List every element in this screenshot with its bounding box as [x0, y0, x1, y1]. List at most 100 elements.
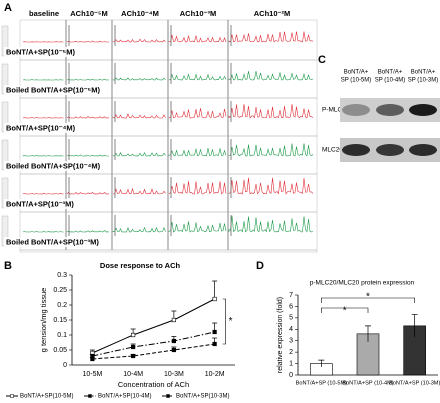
- trace: [22, 155, 64, 157]
- trace: [168, 108, 227, 119]
- column-header: ACh10⁻⁴M: [121, 9, 159, 18]
- panel-letter: C: [318, 54, 326, 66]
- trace: [22, 231, 64, 233]
- trace: [228, 215, 314, 233]
- row-label: BoNT/A+SP(10⁻⁴M): [6, 123, 76, 132]
- column-header: ACh10⁻⁵M: [70, 9, 108, 18]
- y-axis-label: g tension/mg tissue: [39, 288, 48, 353]
- row-label-bg: [4, 85, 100, 95]
- marker: [90, 356, 95, 362]
- y-tick-label: 0.3: [57, 272, 67, 279]
- error-bar: [365, 325, 371, 342]
- significance-bracket: [321, 307, 369, 313]
- band: [409, 144, 437, 156]
- y-tick-label: 0.05: [53, 347, 67, 354]
- x-tick-label: BoNT/A+SP (10-5M): [296, 380, 347, 386]
- y-tick-label: 6: [289, 303, 293, 310]
- row-label-bg: [4, 199, 100, 209]
- trace: [168, 181, 227, 195]
- blot-column-header: BoNT/A+: [411, 70, 436, 76]
- blot-column-header: BoNT/A+: [344, 70, 369, 76]
- legend-label: BoNT/A+SP(10-5M): [20, 394, 74, 400]
- chart-title: Dose response to ACh: [100, 261, 181, 270]
- legend-marker: [88, 394, 92, 398]
- y-tick-label: 3: [289, 338, 293, 345]
- trace: [228, 31, 314, 43]
- panel-letter: A: [4, 2, 12, 14]
- row-label: BoNT/A+SP(10⁻⁵M): [6, 47, 75, 56]
- column-header: ACh10⁻²M: [254, 9, 290, 18]
- marker: [131, 332, 136, 338]
- legend-label: BoNT/A+SP(10-3M): [176, 394, 230, 400]
- trace: [66, 78, 110, 81]
- trace: [66, 40, 109, 43]
- trace: [66, 116, 110, 119]
- annotation: *: [229, 316, 233, 327]
- y-tick-label: 0.2: [57, 302, 67, 309]
- column-header: baseline: [29, 9, 59, 18]
- panel-letter: D: [256, 260, 264, 272]
- annotation: *: [343, 306, 347, 317]
- marker: [212, 341, 217, 347]
- trace: [112, 226, 166, 233]
- marker: [212, 329, 217, 335]
- trace: [228, 71, 314, 81]
- marker: [171, 317, 176, 323]
- blot-column-header: SP (10-4M): [375, 78, 406, 84]
- marker: [131, 353, 136, 359]
- trace: [228, 177, 314, 195]
- legend-marker: [10, 394, 14, 398]
- blot-column-header: BoNT/A+: [378, 70, 403, 76]
- legend-marker: [166, 394, 170, 398]
- row-label-bg: [4, 237, 100, 247]
- significance-bracket: [222, 298, 226, 345]
- band: [376, 104, 404, 116]
- row-label: Boiled BoNT/A+SP(10⁻⁵M): [6, 85, 100, 94]
- x-axis-label: Concentration of ACh: [118, 380, 189, 389]
- band: [342, 144, 370, 156]
- blot-column-header: SP (10-5M): [341, 78, 372, 84]
- x-tick-label: 10-5M: [82, 371, 102, 378]
- y-tick-label: 5: [289, 315, 293, 322]
- band: [376, 144, 404, 156]
- row-label: BoNT/A+SP(10⁻³M): [6, 199, 74, 208]
- y-tick-label: 4: [289, 326, 293, 333]
- trace: [228, 143, 314, 157]
- y-axis-label: relative expression (fold): [277, 297, 284, 373]
- trace: [168, 148, 227, 157]
- trace: [228, 104, 314, 119]
- x-tick-label: BoNT/A+SP (10-3M): [389, 380, 440, 386]
- trace: [66, 229, 110, 233]
- blot-column-header: SP (10-3M): [408, 78, 439, 84]
- y-tick-label: 0.25: [53, 287, 67, 294]
- y-tick-label: 1: [289, 360, 293, 367]
- trace: [22, 192, 64, 195]
- column-header: ACh10⁻³M: [180, 9, 216, 18]
- y-tick-label: 0: [289, 372, 293, 379]
- y-tick-label: 7: [289, 292, 293, 299]
- trace: [112, 113, 166, 119]
- error-bar: [212, 280, 218, 299]
- marker: [212, 296, 217, 302]
- series-line: [92, 343, 215, 360]
- marker: [171, 338, 176, 344]
- legend-label: BoNT/A+SP(10-4M): [98, 394, 152, 400]
- panel-letter: B: [4, 260, 12, 272]
- trace: [112, 77, 166, 81]
- significance-bracket: [321, 297, 415, 303]
- x-tick-label: 10-4M: [123, 371, 143, 378]
- blot-row-label: P-MLC20: [322, 107, 350, 114]
- band: [342, 104, 370, 116]
- x-tick-label: 10-3M: [164, 371, 184, 378]
- chart-title: p-MLC20/MLC20 protein expression: [310, 280, 415, 287]
- trace: [168, 221, 227, 233]
- row-label-bg: [4, 123, 100, 133]
- trace: [112, 152, 166, 157]
- band: [409, 104, 437, 116]
- row-label-bg: [4, 161, 100, 171]
- blot-row-label: MLC20: [322, 147, 343, 154]
- error-bar: [411, 314, 418, 338]
- trace: [66, 154, 109, 157]
